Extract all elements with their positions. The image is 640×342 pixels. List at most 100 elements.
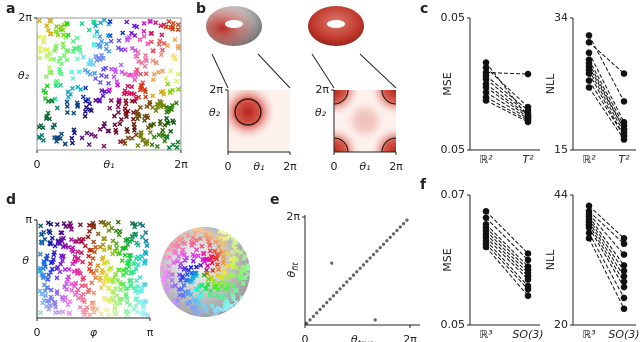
cross xyxy=(113,300,119,306)
cross xyxy=(41,88,47,94)
cross xyxy=(222,299,228,305)
cross xyxy=(75,84,81,90)
cross xyxy=(51,250,57,255)
pair-line xyxy=(485,71,529,75)
cross xyxy=(91,309,97,315)
cross xyxy=(80,259,86,265)
cross xyxy=(175,71,181,77)
cross xyxy=(74,35,80,41)
cross xyxy=(139,234,145,240)
cross xyxy=(94,268,100,274)
cross xyxy=(57,69,63,75)
point xyxy=(620,262,628,269)
cross xyxy=(62,266,68,272)
cross xyxy=(134,53,140,59)
pair-line xyxy=(588,213,625,255)
cross xyxy=(160,260,164,266)
zoom-line xyxy=(359,53,397,89)
cross xyxy=(225,280,231,286)
x-tick-label: ℝ² xyxy=(582,153,596,166)
point xyxy=(328,297,332,301)
cross xyxy=(106,221,112,227)
cross xyxy=(44,285,50,291)
cross xyxy=(65,32,71,38)
cross xyxy=(156,41,162,47)
cross xyxy=(209,275,215,281)
cross xyxy=(106,80,112,86)
cross xyxy=(85,69,91,75)
axis-label: θfit xyxy=(285,262,300,278)
cross xyxy=(164,134,170,140)
point xyxy=(620,283,628,291)
cross xyxy=(165,81,171,87)
x-tick-label: 0 xyxy=(34,326,41,339)
cross xyxy=(36,34,42,40)
pair-line xyxy=(485,246,529,297)
cross xyxy=(164,288,170,294)
point xyxy=(371,252,376,257)
cross xyxy=(207,292,213,298)
pair-line xyxy=(588,227,625,288)
cross xyxy=(101,143,107,149)
cross xyxy=(214,252,220,258)
cross xyxy=(38,123,44,129)
cross xyxy=(38,310,44,316)
cross xyxy=(55,32,61,38)
point xyxy=(398,225,402,229)
zoom-line xyxy=(211,53,229,89)
cross xyxy=(230,265,236,271)
cross xyxy=(69,287,75,293)
cross xyxy=(64,99,70,105)
cross xyxy=(173,100,179,106)
point xyxy=(620,136,628,143)
cross xyxy=(118,47,124,53)
cross xyxy=(37,265,43,271)
cross xyxy=(127,302,133,308)
x-tick-label: T² xyxy=(618,153,630,166)
cross xyxy=(160,127,166,133)
point xyxy=(620,305,628,313)
cross xyxy=(178,277,184,283)
point xyxy=(620,235,628,242)
cross xyxy=(125,135,131,141)
cross xyxy=(216,244,222,250)
cross xyxy=(60,41,66,47)
cross xyxy=(204,271,210,276)
cross xyxy=(168,68,174,74)
cross xyxy=(205,281,211,287)
cross xyxy=(212,248,218,254)
cross xyxy=(77,222,83,228)
y-tick-label: 0.05 xyxy=(441,143,466,156)
cross xyxy=(113,228,119,234)
pair-line xyxy=(485,83,529,116)
pair-line xyxy=(588,52,625,123)
cross xyxy=(134,240,140,246)
cross xyxy=(135,284,141,289)
cross xyxy=(64,110,70,116)
cross xyxy=(208,254,214,260)
cross xyxy=(95,263,101,269)
cross xyxy=(183,277,189,283)
cross xyxy=(91,290,97,296)
cross xyxy=(108,66,114,72)
point xyxy=(315,311,319,315)
cross xyxy=(78,50,84,56)
cross xyxy=(99,256,105,262)
cross xyxy=(198,262,204,268)
cross xyxy=(175,258,181,264)
cross xyxy=(114,293,120,298)
cross xyxy=(164,284,170,290)
cross xyxy=(70,38,76,44)
cross xyxy=(93,275,99,281)
cross xyxy=(75,249,81,255)
cross xyxy=(80,94,86,100)
y-tick-label: π xyxy=(25,213,32,226)
x-axis-label: θ₁ xyxy=(253,160,264,173)
cross xyxy=(55,264,61,270)
point xyxy=(620,294,628,302)
cross xyxy=(208,288,214,294)
cross xyxy=(166,247,172,253)
cross xyxy=(48,221,54,227)
cross xyxy=(193,264,199,270)
cross xyxy=(198,290,204,296)
